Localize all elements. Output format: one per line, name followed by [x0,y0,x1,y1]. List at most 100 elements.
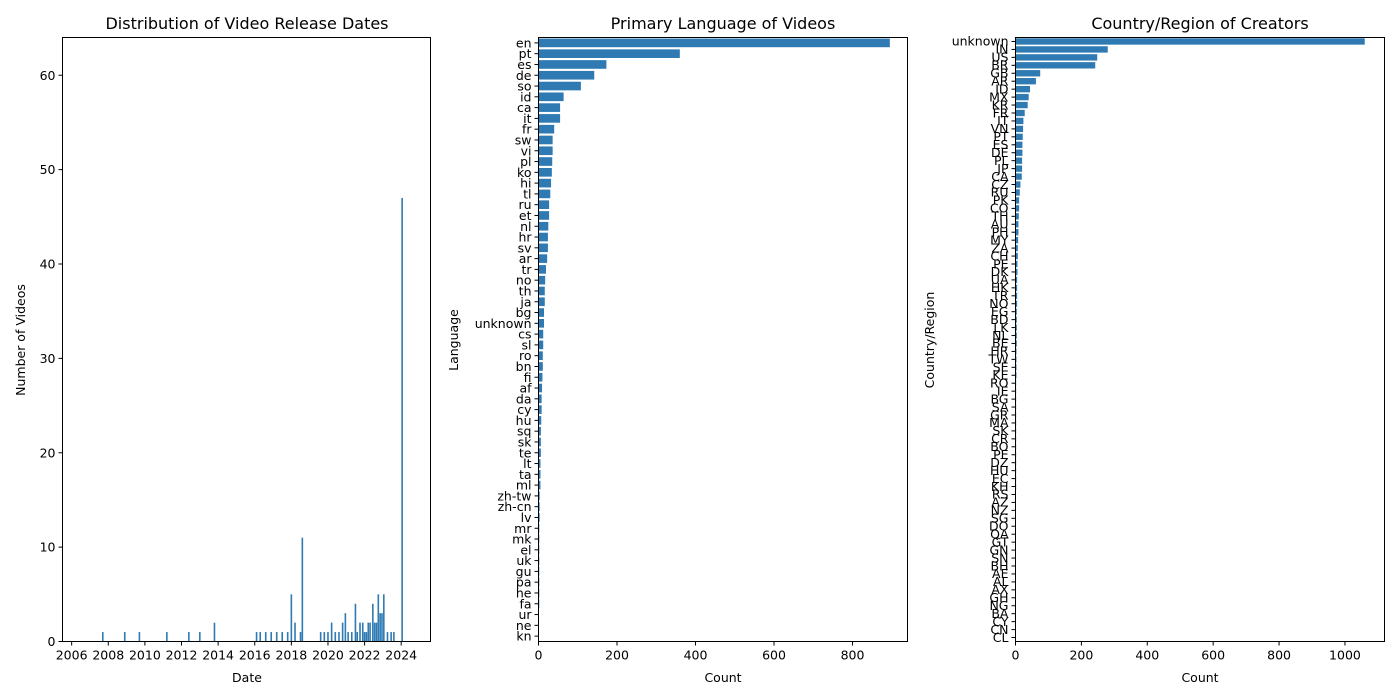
bar-id [538,92,564,102]
bar-NL [1015,332,1017,339]
bar-cs [538,329,544,339]
bar-te [538,448,541,458]
bar-sk [538,437,541,447]
bar-AU [1015,221,1019,228]
bar-pl [538,157,553,166]
bar-CO [1015,205,1020,212]
bar-35 [369,622,371,642]
bar-no [538,275,546,285]
y-tick-label: mk [512,532,532,547]
x-tick-label: 1000 [1329,648,1361,663]
bar-44 [390,632,392,642]
axes-frame [62,37,431,642]
x-tick-label: 0 [535,648,543,663]
y-tick-label: NL [992,328,1008,343]
bar-pt [538,49,680,58]
bar-29 [356,632,359,642]
bar-EG [1015,308,1017,315]
x-tick-label: 2016 [239,648,271,663]
bar-ar [538,254,548,263]
y-tick-label: ca [517,100,532,115]
y-tick-label: en [516,35,532,50]
bar-sq [538,426,541,436]
bar-30 [359,622,361,642]
y-ticks: unknownINUSBRGBARIDMXKRFRITVNPTESDEPLJPC… [952,34,1016,645]
y-tick-label: el [520,542,531,557]
y-tick-label: PT [993,129,1009,144]
y-tick-label: SG [991,511,1009,526]
bar-hu [538,416,542,425]
bar-UA [1015,276,1018,284]
bar-US [1015,54,1098,61]
y-tick-label: fr [522,122,532,137]
x-tick-label: 600 [1201,648,1225,663]
y-tick-label: GN [989,542,1008,557]
y-tick-label: NZ [991,503,1009,518]
y-tick-label: hi [520,176,531,191]
y-tick-label: CA [991,169,1009,184]
bar-28 [354,603,357,642]
y-tick-label: NG [989,598,1008,613]
y-tick-label: US [991,50,1008,65]
x-tick-label: 2008 [92,648,124,663]
bar-BE [1015,340,1017,347]
y-tick-label: 30 [40,351,56,366]
y-tick-label: ID [995,81,1008,96]
bar-VN [1015,125,1024,133]
bar-BR [1015,62,1096,69]
bar-RU [1015,189,1020,196]
bar-it [538,114,561,123]
y-tick-label: RU [991,185,1009,200]
y-tick-label: ru [518,197,531,212]
bar-DK [1015,268,1018,276]
x-axis-label: Count [1181,670,1218,685]
y-tick-label: AE [992,566,1009,581]
bar-fr [538,124,555,134]
bar-4 [188,632,190,642]
bars [101,197,403,642]
bar-PE [1015,260,1018,268]
y-tick-label: unknown [475,316,532,331]
bar-hi [538,178,552,188]
bar-nl [538,221,549,231]
bar-15 [294,622,296,642]
y-tick-label: ko [517,165,531,180]
y-tick-label: fi [524,370,532,385]
language-chart: Primary Language of Videos Count Languag… [446,14,908,685]
y-tick-label: 50 [40,162,56,177]
bar-PT [1015,133,1023,141]
y-tick-label: PE [993,256,1009,271]
y-tick-label: zh-tw [497,488,531,503]
bar-25 [344,613,347,642]
y-tick-label: ur [518,607,532,622]
y-tick-label: BH [991,558,1009,573]
bar-6 [213,622,216,642]
y-tick-label: VN [991,121,1009,136]
bar-36 [372,603,374,642]
bar-31 [361,622,364,642]
y-tick-label: hr [518,230,532,245]
bar-tr [538,265,546,274]
bar-unknown [1015,38,1365,45]
x-tick-label: 2010 [129,648,161,663]
y-tick-label: NO [989,296,1008,311]
axes-frame [1015,37,1385,642]
x-ticks: 2006 2008 2010 2012 2014 2016 2018 2020 2022 2024 [56,641,417,663]
bar-TH [1015,213,1019,220]
bar-9 [264,632,267,642]
y-tick-label: JP [996,161,1009,176]
country-chart: Country/Region of Creators Count Country… [922,14,1385,685]
bar-bn [538,362,543,371]
y-tick-label: TH [990,209,1008,224]
x-tick-label: 2020 [312,648,344,663]
bar-IT [1015,117,1024,125]
y-tick-label: PL [994,153,1009,168]
y-tick-label: mr [514,521,532,536]
bar-13 [286,632,289,642]
bar-11 [275,632,278,642]
bar-sv [538,243,548,253]
bar-27 [350,632,353,642]
bar-hr [538,232,548,242]
y-tick-label: ES [993,137,1009,152]
y-tick-label: AL [993,574,1009,589]
